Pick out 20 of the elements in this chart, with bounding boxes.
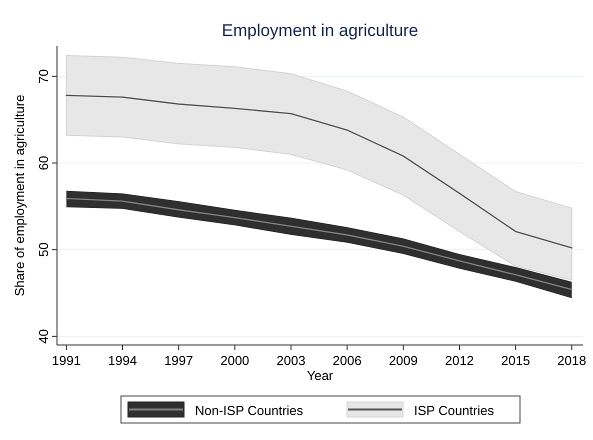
x-tick-label: 2003 (276, 353, 306, 368)
x-tick-label: 1994 (108, 353, 137, 368)
x-tick-label: 2006 (332, 353, 362, 368)
y-tick-label: 40 (36, 329, 51, 344)
x-axis-title: Year (306, 368, 334, 383)
x-tick-label: 2015 (501, 353, 530, 368)
line-series (66, 94, 572, 249)
legend-label: Non-ISP Countries (195, 403, 304, 418)
y-tick-label: 60 (36, 156, 51, 170)
x-tick-label: 1997 (164, 353, 194, 368)
x-tick-label: 1991 (52, 353, 81, 368)
x-tick-label: 2009 (388, 353, 418, 368)
chart-title: Employment in agriculture (222, 21, 418, 40)
x-tick-label: 2000 (220, 353, 250, 368)
y-tick-label: 70 (36, 69, 51, 84)
y-axis-title: Share of employment in agriculture (12, 94, 27, 296)
legend-label: ISP Countries (414, 403, 494, 418)
x-tick-label: 2012 (444, 353, 474, 368)
x-tick-label: 2018 (557, 353, 586, 368)
y-tick-label: 50 (36, 242, 51, 257)
